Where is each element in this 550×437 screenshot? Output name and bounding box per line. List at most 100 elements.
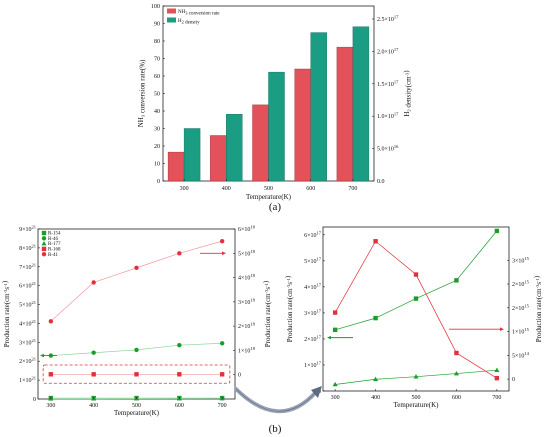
highlight-box (42, 364, 231, 384)
bar-h2-density (226, 114, 243, 182)
panel-b-inset: 300 400 500 600 700 0 1×1017 2×1017 3×1017 4×1017… (284, 226, 543, 409)
x-tick-label: 700 (492, 395, 501, 401)
y-axis-label-right: Production rate(cm-3s-1) (262, 280, 272, 347)
data-point (454, 278, 459, 283)
y-tick-label-left: 2×1021 (19, 357, 36, 366)
data-point (494, 367, 500, 372)
y-tick-label-left: 0 (157, 179, 160, 185)
y-tick-label-right: 4×1018 (238, 273, 256, 282)
y-tick-label-left: 80 (154, 39, 160, 45)
x-axis-label: Temperature(K) (114, 409, 160, 417)
y-tick-label-left: 50 (154, 92, 160, 98)
y-tick-label-left: 3×1021 (19, 338, 36, 347)
y-tick-label-right: 2×1015 (512, 303, 530, 312)
legend-label: R-46 (48, 237, 59, 242)
legend-swatch (167, 17, 176, 23)
legend-marker (41, 236, 47, 241)
y-tick-label-left: 10 (154, 162, 160, 168)
x-tick-label: 600 (452, 395, 461, 401)
panel-b-main: 300 400 500 600 700 0 1×1021 2×1021 3×1021 4×1021… (1, 225, 282, 436)
bar-h2-density (352, 26, 370, 182)
x-tick-label: 600 (175, 403, 184, 409)
y-tick-label-left: 1×1021 (19, 376, 36, 385)
data-point (413, 272, 419, 277)
panel-label-a: (a) (269, 201, 282, 213)
bar-h2-density (268, 71, 285, 182)
y-tick-label-right: 5×1014 (512, 351, 530, 360)
zoom-connector (234, 386, 322, 414)
legend-label: R-41 (48, 253, 59, 258)
data-point (373, 239, 378, 244)
y-tick-label-right: 1.5×1017 (377, 79, 399, 88)
data-point (91, 372, 96, 377)
arrow-right-head (500, 327, 504, 332)
legend-marker (41, 252, 47, 257)
data-point (219, 372, 225, 377)
bar-h2-density (183, 128, 201, 182)
arrow-left-head (40, 353, 44, 358)
data-point (413, 296, 419, 301)
data-point (494, 375, 500, 381)
data-point (91, 350, 96, 355)
y-tick-label-right: 5.0×1016 (377, 144, 399, 153)
x-tick-label: 500 (264, 186, 273, 192)
x-tick-label: 500 (412, 395, 421, 401)
data-point (91, 280, 96, 285)
y-tick-label-left: 1×1017 (304, 360, 322, 369)
x-tick-label: 400 (89, 403, 98, 409)
connector-outline (235, 388, 317, 412)
y-tick-label-left: 5×1017 (304, 256, 322, 265)
y-tick-label-left: 30 (154, 127, 160, 133)
legend-marker (41, 246, 47, 252)
y-tick-label-left: 90 (154, 22, 160, 28)
y-tick-label-right: 1×1015 (512, 327, 530, 336)
x-tick-label: 400 (371, 395, 380, 401)
arrow-left-head (327, 335, 331, 340)
y-tick-label-right: 6×1018 (238, 225, 256, 234)
y-tick-label-right: 2×1018 (238, 322, 256, 331)
arrow-right-head (222, 251, 226, 256)
y-tick-label-right: 0.0 (377, 179, 385, 185)
y-tick-label-right: 3×1018 (238, 297, 256, 306)
bar-nh3-conversion (294, 68, 311, 182)
series-line (50, 240, 223, 322)
x-tick-label: 300 (180, 186, 189, 192)
data-point (332, 381, 338, 387)
x-tick-label: 700 (348, 186, 357, 192)
plot-frame (322, 226, 510, 392)
data-point (219, 238, 225, 244)
data-point (454, 350, 459, 356)
bar-nh3-conversion (167, 151, 185, 182)
y-tick-label-left: 6×1017 (304, 230, 322, 239)
data-point (48, 372, 54, 377)
data-point (134, 265, 139, 271)
series-line (335, 230, 498, 331)
data-point (134, 372, 139, 377)
y-axis-label-left: Production rate(cm-3s-1) (1, 280, 11, 347)
y-axis-label-right: H2 density(cm-3) (403, 70, 413, 117)
data-point (177, 342, 182, 348)
y-tick-label-right: 2.5×1017 (377, 14, 399, 23)
bar-nh3-conversion (252, 104, 269, 182)
y-tick-label-right: 1.0×1017 (377, 112, 399, 121)
x-axis-label: Temperature(K) (394, 401, 440, 409)
data-point (48, 319, 54, 324)
legend-swatch (167, 8, 176, 14)
bar-nh3-conversion (336, 46, 354, 182)
data-point (373, 376, 379, 382)
y-tick-label-right: 2×1015 (512, 280, 530, 289)
legend-label: R-154 (48, 232, 61, 237)
y-tick-label-left: 7×1021 (19, 262, 36, 271)
y-tick-label-left: 4×1021 (19, 319, 36, 328)
series-line (334, 240, 498, 379)
y-tick-label-left: 100 (151, 4, 160, 10)
y-tick-label-left: 8×1021 (19, 243, 36, 252)
y-tick-label-right: 0 (512, 377, 515, 383)
legend-label: H2 density (178, 19, 200, 26)
y-tick-label-right: 0 (238, 373, 241, 379)
legend-marker (41, 241, 47, 246)
x-tick-label: 300 (331, 395, 340, 401)
x-axis-label: Temperature(K) (246, 193, 292, 201)
bar-nh3-conversion (210, 135, 227, 182)
